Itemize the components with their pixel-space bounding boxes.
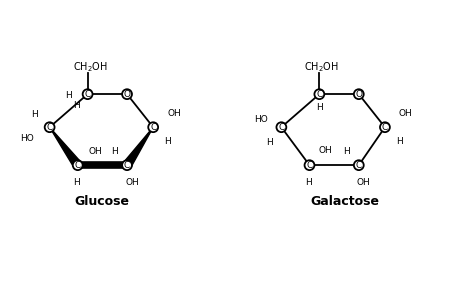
Text: C: C <box>278 123 284 132</box>
Text: HO: HO <box>20 133 34 143</box>
Polygon shape <box>50 127 82 168</box>
Circle shape <box>305 160 314 170</box>
Text: C: C <box>316 90 322 99</box>
Text: H: H <box>316 103 323 112</box>
Polygon shape <box>123 127 153 168</box>
Circle shape <box>122 160 132 170</box>
Text: OH: OH <box>167 109 181 118</box>
Circle shape <box>380 122 390 132</box>
Text: HO: HO <box>254 115 267 124</box>
Circle shape <box>354 160 364 170</box>
Circle shape <box>73 160 82 170</box>
Text: C: C <box>356 161 362 170</box>
Text: CH$_2$OH: CH$_2$OH <box>73 60 108 74</box>
Text: Galactose: Galactose <box>310 195 380 208</box>
Circle shape <box>122 89 132 99</box>
Text: C: C <box>74 161 81 170</box>
Text: O: O <box>356 90 362 99</box>
Circle shape <box>276 122 286 132</box>
Circle shape <box>45 122 55 132</box>
Text: OH: OH <box>357 178 371 187</box>
Text: H: H <box>305 178 312 187</box>
Circle shape <box>148 122 158 132</box>
Text: H: H <box>73 101 80 110</box>
Text: O: O <box>124 90 130 99</box>
Text: Glucose: Glucose <box>74 195 129 208</box>
Text: C: C <box>382 123 388 132</box>
Text: H: H <box>31 110 38 119</box>
Text: OH: OH <box>399 109 412 118</box>
Text: C: C <box>150 123 156 132</box>
Text: H: H <box>73 178 80 187</box>
Text: OH: OH <box>88 147 102 156</box>
Text: H: H <box>265 137 273 147</box>
Circle shape <box>354 89 364 99</box>
Circle shape <box>314 89 324 99</box>
Circle shape <box>82 89 92 99</box>
Text: C: C <box>84 90 91 99</box>
Text: H: H <box>343 147 350 156</box>
Text: CH$_2$OH: CH$_2$OH <box>304 60 339 74</box>
Text: C: C <box>46 123 53 132</box>
Text: H: H <box>65 91 72 100</box>
Text: H: H <box>164 137 171 145</box>
Text: C: C <box>124 161 130 170</box>
Text: OH: OH <box>319 146 332 155</box>
Text: H: H <box>396 137 403 145</box>
Text: C: C <box>306 161 313 170</box>
Text: OH: OH <box>125 178 139 187</box>
Text: H: H <box>111 147 118 156</box>
